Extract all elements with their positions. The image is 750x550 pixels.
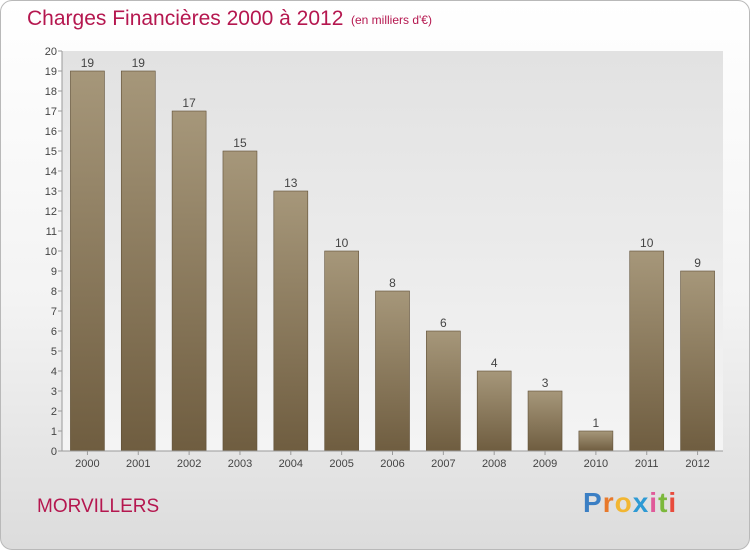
bar-2012 [680, 270, 715, 452]
bar-2010 [578, 430, 614, 452]
bar-value-label: 13 [284, 176, 298, 190]
y-tick-label: 0 [51, 446, 57, 458]
y-tick-label: 7 [51, 306, 57, 318]
bar-2004 [273, 190, 309, 452]
chart-subtitle: (en milliers d'€) [351, 13, 432, 27]
y-tick-label: 10 [45, 246, 57, 258]
logo-letter: i [668, 487, 678, 518]
bar-value-label: 6 [440, 316, 447, 330]
bar-value-label: 19 [81, 56, 95, 70]
y-tick-label: 11 [46, 226, 57, 238]
chart-title: Charges Financières 2000 à 2012 [27, 7, 344, 30]
bar-2000 [70, 70, 105, 452]
x-tick-label: 2006 [380, 458, 404, 470]
x-tick-label: 2005 [329, 458, 353, 470]
logo-letter: r [602, 487, 615, 518]
bar-value-label: 10 [640, 236, 654, 250]
x-tick-label: 2011 [635, 458, 659, 470]
bars: 19 19 17 15 13 10 8 6 4 3 1 10 9 [70, 56, 715, 452]
logo-letter: i [649, 487, 659, 518]
bar-value-label: 19 [132, 56, 146, 70]
bar-2001 [120, 70, 156, 452]
logo-letter: o [614, 487, 633, 518]
y-tick-label: 17 [45, 106, 57, 118]
y-tick-label: 19 [45, 66, 57, 78]
y-tick-label: 5 [51, 346, 57, 358]
x-tick-label: 2009 [533, 458, 557, 470]
y-tick-label: 2 [51, 406, 57, 418]
x-tick-label: 2003 [228, 458, 252, 470]
bar-2011 [629, 250, 665, 452]
y-tick-label: 18 [45, 86, 57, 98]
proxiti-logo: Proxiti [583, 487, 677, 519]
commune-name: MORVILLERS [37, 496, 160, 517]
y-tick-label: 3 [51, 386, 57, 398]
y-tick-label: 15 [45, 146, 57, 158]
bar-value-label: 8 [389, 276, 396, 290]
logo-letter: t [658, 487, 669, 518]
x-tick-label: 2008 [482, 458, 506, 470]
y-tick-label: 6 [51, 326, 57, 338]
x-tick-label: 2001 [126, 458, 150, 470]
x-tick-label: 2007 [431, 458, 455, 470]
logo-letter: P [583, 487, 603, 518]
bar-2003 [222, 150, 258, 452]
bar-value-label: 1 [593, 416, 600, 430]
x-axis: 2000 2001 2002 2003 2004 2005 2006 2007 2008 2009… [62, 450, 723, 470]
x-tick-label: 2012 [685, 458, 709, 470]
bar-value-label: 9 [694, 256, 701, 270]
y-tick-label: 9 [51, 266, 57, 278]
bar-value-label: 15 [233, 136, 247, 150]
logo-letter: x [632, 487, 650, 518]
y-tick-label: 13 [45, 186, 57, 198]
x-tick-label: 2010 [584, 458, 608, 470]
y-tick-label: 4 [51, 366, 57, 378]
x-tick-label: 2004 [279, 458, 303, 470]
bar-value-label: 4 [491, 356, 498, 370]
y-tick-label: 8 [51, 286, 57, 298]
y-tick-label: 1 [51, 426, 57, 438]
bar-value-label: 17 [182, 96, 196, 110]
y-tick-label: 12 [45, 206, 57, 218]
bar-2005 [324, 250, 359, 452]
x-tick-label: 2002 [177, 458, 201, 470]
y-tick-label: 14 [45, 166, 57, 178]
bar-2002 [171, 110, 207, 452]
y-tick-label: 20 [45, 46, 57, 58]
bar-2007 [426, 330, 461, 452]
bar-2009 [527, 390, 563, 452]
bar-2008 [476, 370, 512, 452]
x-tick-label: 2000 [75, 458, 99, 470]
bar-value-label: 3 [542, 376, 549, 390]
y-tick-label: 16 [45, 126, 57, 138]
bar-2006 [375, 290, 410, 452]
bar-value-label: 10 [335, 236, 349, 250]
